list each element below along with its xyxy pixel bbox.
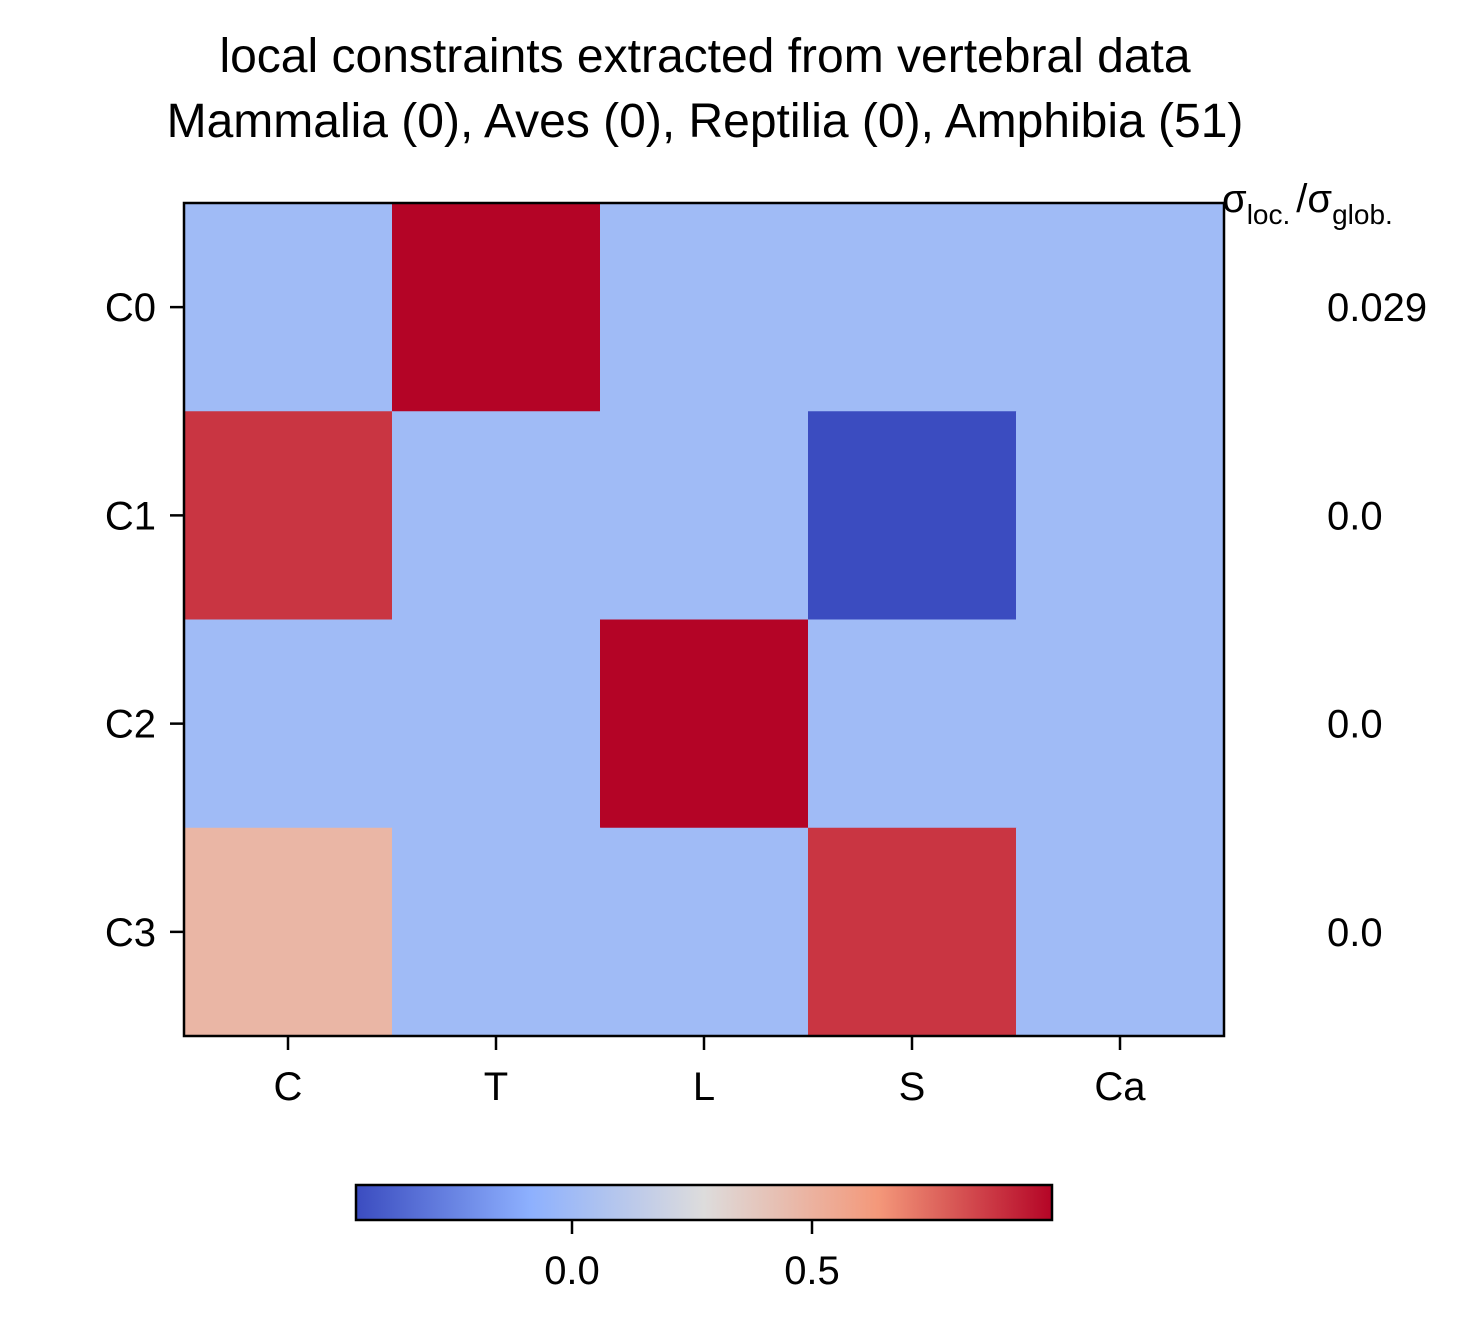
- heatmap-cell-C0-T: [392, 203, 601, 412]
- sigma-loc-subscript: loc.: [1247, 199, 1291, 230]
- heatmap-cell-C0-C: [184, 203, 393, 412]
- y-tick-label: C1: [105, 494, 156, 538]
- y-tick-label: C3: [105, 911, 156, 955]
- ratio-value: 0.029: [1327, 286, 1427, 330]
- y-tick-label: C2: [105, 703, 156, 747]
- heatmap-cell-C0-S: [808, 203, 1017, 412]
- x-tick-label: L: [693, 1065, 715, 1109]
- heatmap-cell-C0-Ca: [1016, 203, 1225, 412]
- chart-subtitle: Mammalia (0), Aves (0), Reptilia (0), Am…: [167, 95, 1244, 148]
- colorbar-ticks: 0.0 0.5: [544, 1220, 840, 1293]
- x-axis: C T L S Ca: [274, 1036, 1146, 1109]
- heatmap-cell-C1-C: [184, 411, 393, 620]
- sigma-glob-subscript: glob.: [1332, 199, 1393, 230]
- heatmap-cell-C1-L: [600, 411, 809, 620]
- ratio-value: 0.0: [1327, 703, 1383, 747]
- colorbar-tick-label: 0.5: [784, 1249, 840, 1293]
- sigma-symbol-2: σ: [1307, 177, 1332, 221]
- heatmap-cell-C0-L: [600, 203, 809, 412]
- heatmap-cells: [184, 203, 1225, 1037]
- x-tick-label: S: [899, 1065, 926, 1109]
- x-tick-label: C: [274, 1065, 303, 1109]
- heatmap-cell-C3-S: [808, 827, 1017, 1037]
- colorbar-gradient: [354, 1183, 1054, 1222]
- heatmap-cell-C2-Ca: [1016, 619, 1225, 829]
- chart-title: local constraints extracted from vertebr…: [219, 30, 1190, 83]
- y-tick-label: C0: [105, 286, 156, 330]
- heatmap-cell-C1-T: [392, 411, 601, 620]
- heatmap-cell-C2-T: [392, 619, 601, 829]
- svg-text:σloc./σglob.: σloc./σglob.: [1222, 177, 1393, 230]
- y-axis: C0 C1 C2 C3: [105, 286, 184, 955]
- ratio-header: σloc./σglob.: [1222, 177, 1393, 230]
- heatmap-cell-C2-C: [184, 619, 393, 829]
- heatmap-cell-C1-S: [808, 411, 1017, 620]
- heatmap-cell-C3-T: [392, 827, 601, 1037]
- heatmap-cell-C1-Ca: [1016, 411, 1225, 620]
- heatmap-cell-C2-L: [600, 619, 809, 829]
- ratio-value: 0.0: [1327, 911, 1383, 955]
- heatmap-cell-C3-Ca: [1016, 827, 1225, 1037]
- colorbar: 0.0 0.5: [354, 1183, 1054, 1293]
- heatmap-cell-C3-C: [184, 827, 393, 1037]
- x-tick-label: T: [484, 1065, 508, 1109]
- sigma-symbol: σ: [1222, 177, 1247, 221]
- ratio-value: 0.0: [1327, 494, 1383, 538]
- colorbar-tick-label: 0.0: [544, 1249, 600, 1293]
- x-tick-label: Ca: [1094, 1065, 1146, 1109]
- ratio-column: 0.029 0.0 0.0 0.0: [1327, 286, 1427, 955]
- heatmap-cell-C2-S: [808, 619, 1017, 829]
- sigma-separator: /: [1296, 177, 1308, 221]
- heatmap-cell-C3-L: [600, 827, 809, 1037]
